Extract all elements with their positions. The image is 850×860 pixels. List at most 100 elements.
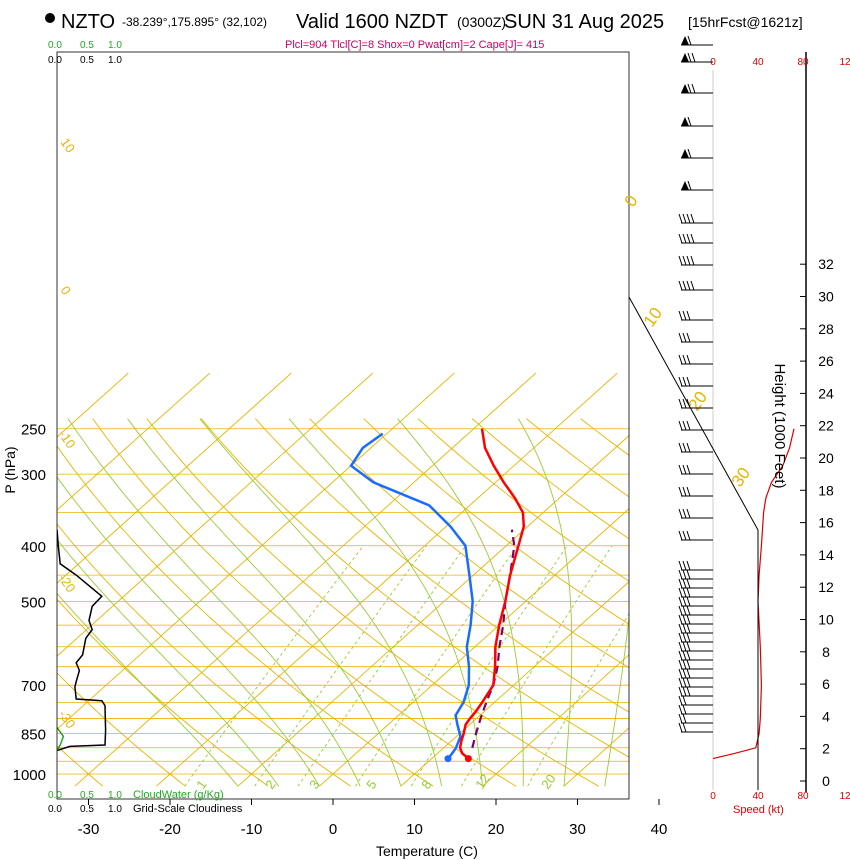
moist-adiabat-line	[288, 418, 483, 787]
barb-flag	[682, 641, 687, 652]
barb-flag	[678, 632, 683, 643]
mixing-ratio-line	[355, 545, 518, 787]
moist-adiabat-line	[127, 418, 402, 787]
moist-adiabat-line	[57, 476, 320, 787]
valid-time: Valid 1600 NZDT	[296, 11, 448, 33]
speed-top-label: 40	[752, 57, 764, 68]
isotherm-label: -10	[56, 427, 79, 451]
top-scale-bottom-0: 0.0	[48, 55, 62, 66]
barb-flag	[686, 641, 691, 652]
mixing-ratio-label: 20	[538, 771, 559, 791]
dry-adiabat-line	[146, 418, 599, 787]
barb-flag	[678, 722, 683, 733]
top-scale-top-2: 1.0	[108, 40, 122, 51]
barb-flag	[686, 354, 691, 365]
barb-flag	[686, 632, 691, 643]
temperature-line	[458, 428, 526, 760]
barb-flag	[686, 486, 691, 497]
barb-flag	[682, 623, 687, 634]
height-tick-label: 8	[822, 644, 830, 660]
barb-flag	[686, 677, 691, 688]
sounding-profiles	[57, 428, 526, 763]
barb-flag	[678, 233, 683, 244]
wind-barb	[678, 332, 713, 343]
x-tick-label: -10	[241, 821, 263, 838]
height-tick-label: 26	[818, 353, 834, 369]
barb-pennant	[681, 84, 689, 93]
barb-flag	[682, 722, 687, 733]
height-axis-title: Height (1000 Feet)	[771, 363, 788, 488]
barb-flag	[687, 180, 692, 191]
mixing-ratio-line	[184, 545, 364, 787]
dry-adiabat-line	[200, 418, 629, 758]
barb-flag	[678, 486, 683, 497]
dry-adiabat-line	[417, 418, 629, 582]
barb-flag	[686, 560, 691, 571]
bottom-scale-top-2: 1.0	[108, 790, 122, 801]
barb-flag	[686, 686, 691, 697]
height-tick-label: 30	[818, 289, 834, 305]
dry-adiabat-line	[471, 418, 629, 540]
mixing-ratio-line	[527, 612, 629, 787]
barb-flag	[691, 83, 696, 94]
parcel-params: Plcl=904 Tlcl[C]=8 Shox=0 Pwat[cm]=2 Cap…	[285, 39, 544, 51]
wind-barb	[678, 659, 713, 670]
x-axis-title: Temperature (C)	[376, 843, 478, 859]
moist-adiabat-line	[604, 418, 629, 787]
barb-flag	[682, 695, 687, 706]
parcel-line	[471, 529, 516, 749]
barb-pennant	[681, 117, 689, 126]
wind-barb	[681, 116, 713, 127]
barb-flag	[682, 614, 687, 625]
wind-barb	[678, 677, 713, 688]
isotherm-line	[57, 372, 292, 584]
p-tick-label: 700	[21, 678, 46, 695]
barb-flag	[686, 596, 691, 607]
wind-barb	[678, 632, 713, 643]
wind-barb	[678, 464, 713, 475]
barb-flag	[687, 148, 692, 159]
barb-flag	[686, 614, 691, 625]
wind-barb	[678, 704, 713, 715]
wind-barb	[678, 569, 713, 580]
barb-flag	[682, 578, 687, 589]
barb-flag	[690, 213, 695, 224]
cloudwater-label: CloudWater (g/Kg)	[133, 789, 224, 801]
station-bullet	[45, 13, 55, 23]
barb-flag	[682, 280, 687, 291]
speed-profile-line	[712, 428, 795, 760]
isotherm-line	[156, 372, 618, 787]
x-tick-label: 40	[651, 821, 668, 838]
speed-top-label: 12	[839, 57, 850, 68]
isotherm-line	[57, 372, 455, 730]
station-coords: -38.239°,175.895° (32,102)	[122, 15, 267, 29]
wind-barb	[678, 376, 713, 387]
top-scale-top-1: 0.5	[80, 40, 94, 51]
moist-adiabat-line	[397, 418, 524, 787]
wind-barb	[678, 508, 713, 519]
wind-barb	[678, 398, 713, 409]
barb-flag	[682, 398, 687, 409]
barb-flag	[678, 354, 683, 365]
barb-flag	[682, 659, 687, 670]
bottom-scale-top-1: 0.5	[80, 790, 94, 801]
height-tick-label: 0	[822, 773, 830, 789]
barb-flag	[686, 310, 691, 321]
x-tick-label: 0	[329, 821, 337, 838]
wind-barb	[678, 614, 713, 625]
thermo-grid	[57, 372, 629, 787]
x-tick-label: 10	[406, 821, 423, 838]
barb-flag	[686, 578, 691, 589]
speed-bottom-label: 0	[710, 791, 716, 802]
barb-flag	[682, 442, 687, 453]
barb-flag	[690, 233, 695, 244]
mixing-ratio-line	[410, 545, 568, 787]
top-scale-bottom-1: 0.5	[80, 55, 94, 66]
barb-flag	[678, 464, 683, 475]
mixing-ratio-line	[297, 545, 466, 787]
cloudiness-line	[57, 529, 107, 752]
wind-barb	[681, 180, 713, 191]
wind-barb	[678, 596, 713, 607]
